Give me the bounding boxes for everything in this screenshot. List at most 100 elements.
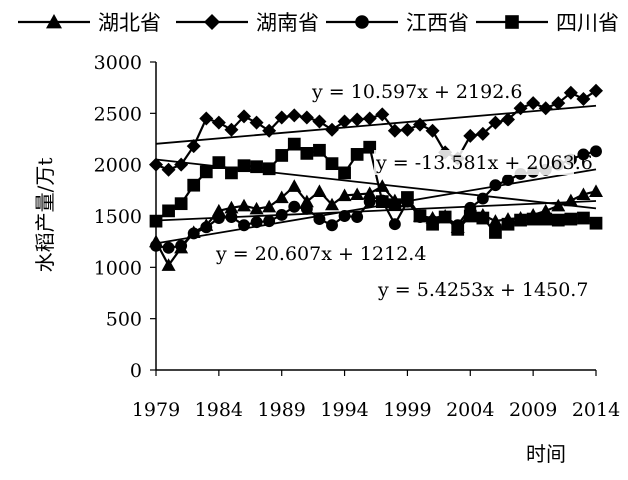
y-tick-label: 0 [130, 360, 142, 382]
data-point [249, 115, 264, 130]
data-point [413, 117, 427, 132]
data-point [224, 200, 239, 214]
data-point [187, 178, 201, 192]
x-tick-label: 1979 [132, 399, 180, 421]
data-point [299, 110, 314, 125]
legend-label: 湖北省 [98, 11, 161, 35]
data-point [238, 219, 250, 232]
x-tick-label: 1994 [320, 399, 368, 421]
legend-marker [355, 15, 369, 29]
data-point [350, 112, 365, 127]
data-point [438, 210, 452, 224]
trend-equation-label: y = 10.597x + 2192.6 [311, 81, 522, 103]
data-point [312, 114, 327, 129]
data-point [388, 198, 402, 212]
data-point [563, 193, 578, 207]
data-point [489, 179, 502, 192]
data-point [551, 198, 566, 212]
x-tick-label: 1984 [195, 399, 243, 421]
data-point [225, 166, 238, 180]
data-point [325, 157, 339, 171]
data-point [161, 162, 176, 177]
data-point [250, 216, 263, 229]
legend-item: 四川省 [476, 11, 619, 35]
y-tick-label: 500 [106, 309, 142, 331]
data-point [224, 122, 239, 137]
legend-item: 湖南省 [176, 11, 319, 35]
trend-equation: y = 20.607x + 1212.4 [214, 241, 426, 266]
x-axis-title: 时间 [526, 442, 566, 466]
data-point [237, 159, 251, 173]
data-point [463, 128, 478, 143]
data-point [501, 112, 515, 127]
data-point [362, 111, 377, 126]
data-point [249, 201, 264, 215]
data-point [350, 148, 364, 161]
y-tick-label: 2500 [94, 103, 142, 125]
legend-marker [46, 14, 62, 29]
data-point [589, 83, 603, 98]
data-point [274, 190, 289, 204]
data-point [313, 143, 326, 157]
series-group [149, 83, 603, 271]
series-4 [149, 137, 603, 239]
data-point [413, 209, 427, 223]
data-point [375, 195, 389, 209]
trend-equation-label: y = 5.4253x + 1450.7 [377, 279, 588, 301]
data-point [351, 211, 364, 223]
data-point [488, 214, 503, 227]
data-point [262, 199, 277, 213]
data-point [150, 239, 162, 252]
data-point [250, 160, 263, 174]
data-point [325, 197, 339, 211]
data-point [463, 209, 477, 223]
trend-equation: y = -13.581x + 2063.6 [374, 150, 593, 175]
legend-item: 湖北省 [18, 11, 161, 35]
axes: 0 500 1000 1500 2000 2500 3000 1979 1984 1989 1994… [94, 52, 621, 421]
x-tick-label: 2014 [572, 399, 620, 421]
data-point [363, 140, 377, 154]
data-point [513, 101, 528, 116]
data-point [262, 123, 277, 138]
data-point [199, 165, 213, 179]
data-point [211, 115, 226, 130]
data-point [551, 96, 566, 111]
legend-marker [505, 15, 519, 29]
legend-label: 江西省 [406, 11, 469, 35]
data-point [488, 115, 503, 130]
y-tick-label: 3000 [94, 52, 142, 74]
data-point [476, 192, 489, 205]
data-point [590, 145, 602, 158]
data-point [350, 187, 365, 201]
data-point [200, 221, 213, 234]
legend-marker [204, 14, 220, 30]
data-point [175, 239, 188, 252]
data-point [186, 139, 201, 154]
data-point [300, 202, 313, 215]
data-point [149, 214, 163, 228]
data-point [387, 123, 402, 138]
data-point [551, 213, 565, 227]
trend-equation: y = 10.597x + 2192.6 [311, 81, 522, 103]
y-tick-label: 1000 [94, 257, 142, 279]
trend-equation-label: y = 20.607x + 1212.4 [215, 243, 426, 265]
data-point [564, 212, 578, 226]
data-point [237, 109, 251, 124]
data-point [576, 187, 591, 201]
data-point [162, 241, 175, 254]
trend-equation-bg [374, 150, 574, 175]
data-point [212, 212, 225, 225]
data-point [538, 101, 553, 116]
data-point [502, 174, 514, 187]
data-point [275, 209, 288, 221]
data-point [375, 107, 390, 122]
data-point [589, 216, 603, 230]
data-point [263, 215, 276, 228]
trend-labels: y = 10.597x + 2192.6 y = -13.581x + 2063.… [214, 81, 593, 301]
y-tick-label: 1500 [94, 206, 142, 228]
data-point [225, 211, 238, 223]
trend-equation-bg [214, 241, 414, 266]
data-point [237, 198, 251, 212]
data-point [199, 111, 214, 126]
